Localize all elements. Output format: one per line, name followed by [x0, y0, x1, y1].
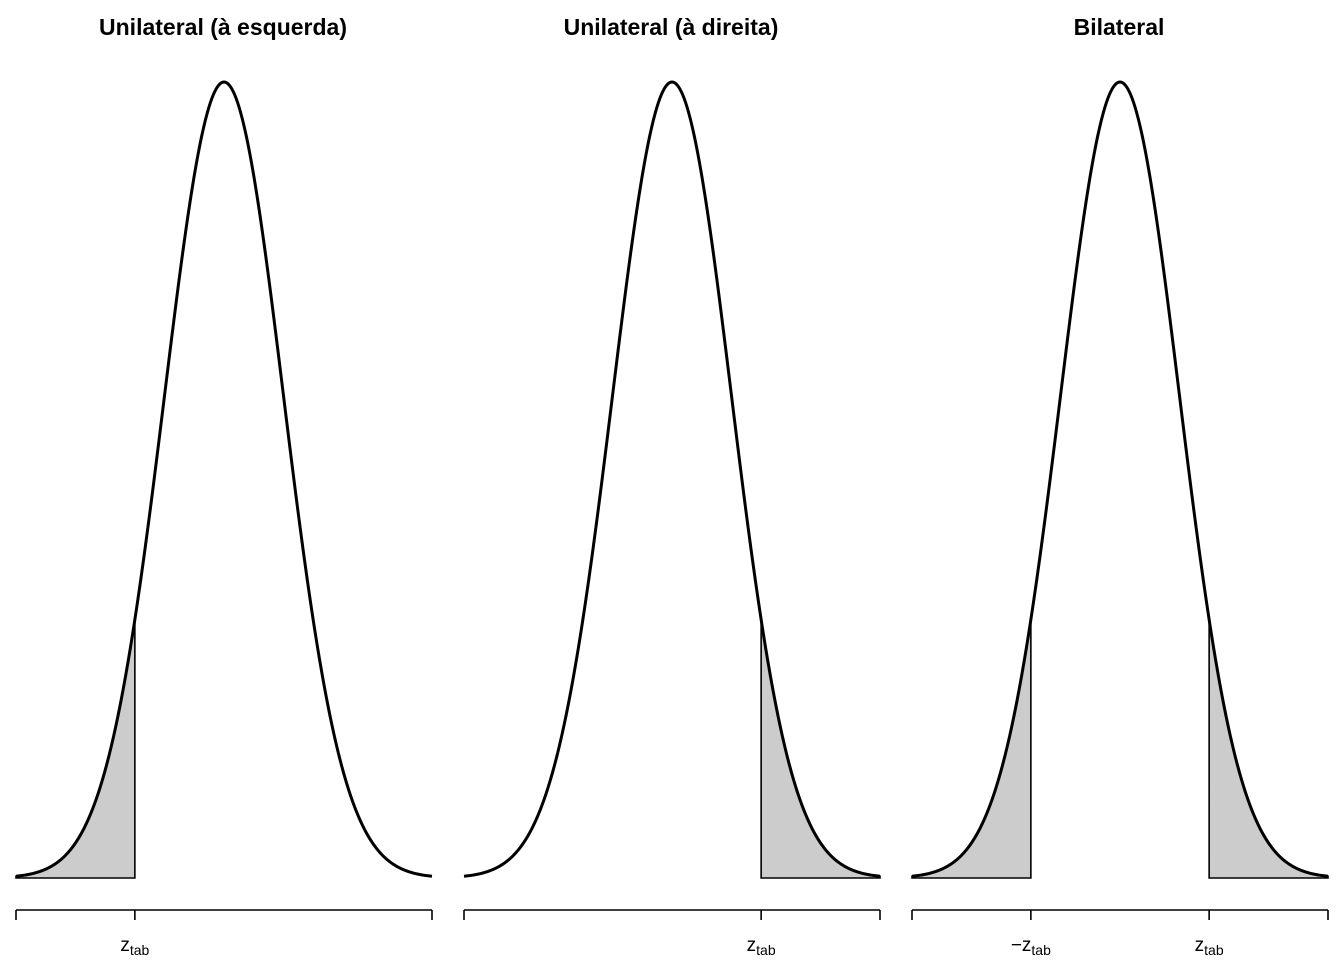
shaded-tail-region [1208, 619, 1329, 879]
x-tick-label: ztab [120, 935, 149, 958]
density-curve [463, 80, 881, 878]
density-curve [911, 80, 1329, 878]
shaded-tail-region [911, 619, 1032, 879]
x-tick-label: ztab [747, 935, 776, 958]
panel-title: Unilateral (à direita) [564, 14, 779, 40]
panel-title: Bilateral [1074, 14, 1165, 40]
panel-right-tailed: Unilateral (à direita) ztab [463, 14, 881, 958]
panel-title: Unilateral (à esquerda) [99, 14, 347, 40]
panel-left-tailed: Unilateral (à esquerda) ztab [15, 14, 433, 958]
shaded-tail-region [15, 619, 136, 879]
panel-two-tailed: Bilateral −ztab ztab [911, 14, 1329, 958]
x-tick-label: −ztab [1011, 935, 1051, 958]
x-tick-label: ztab [1195, 935, 1224, 958]
shaded-tail-region [760, 619, 881, 879]
density-curve [15, 80, 433, 878]
